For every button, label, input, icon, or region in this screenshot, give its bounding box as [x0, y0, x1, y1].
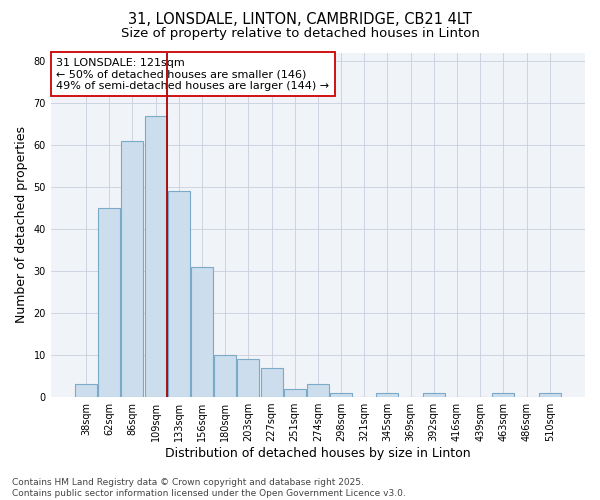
Text: 31, LONSDALE, LINTON, CAMBRIDGE, CB21 4LT: 31, LONSDALE, LINTON, CAMBRIDGE, CB21 4L… [128, 12, 472, 28]
Bar [423, 393, 445, 397]
Text: 31 LONSDALE: 121sqm
← 50% of detached houses are smaller (146)
49% of semi-detac: 31 LONSDALE: 121sqm ← 50% of detached ho… [56, 58, 329, 91]
Text: Size of property relative to detached houses in Linton: Size of property relative to detached ho… [121, 28, 479, 40]
Bar [493, 393, 514, 397]
Bar [121, 140, 143, 397]
Bar [145, 116, 167, 397]
Bar [284, 388, 306, 397]
Bar [238, 360, 259, 397]
Bar [260, 368, 283, 397]
Bar [168, 191, 190, 397]
Y-axis label: Number of detached properties: Number of detached properties [15, 126, 28, 324]
Bar [75, 384, 97, 397]
Bar [307, 384, 329, 397]
Bar [330, 393, 352, 397]
Bar [98, 208, 120, 397]
X-axis label: Distribution of detached houses by size in Linton: Distribution of detached houses by size … [165, 447, 471, 460]
Bar [376, 393, 398, 397]
Text: Contains HM Land Registry data © Crown copyright and database right 2025.
Contai: Contains HM Land Registry data © Crown c… [12, 478, 406, 498]
Bar [539, 393, 561, 397]
Bar [191, 267, 213, 397]
Bar [214, 355, 236, 397]
